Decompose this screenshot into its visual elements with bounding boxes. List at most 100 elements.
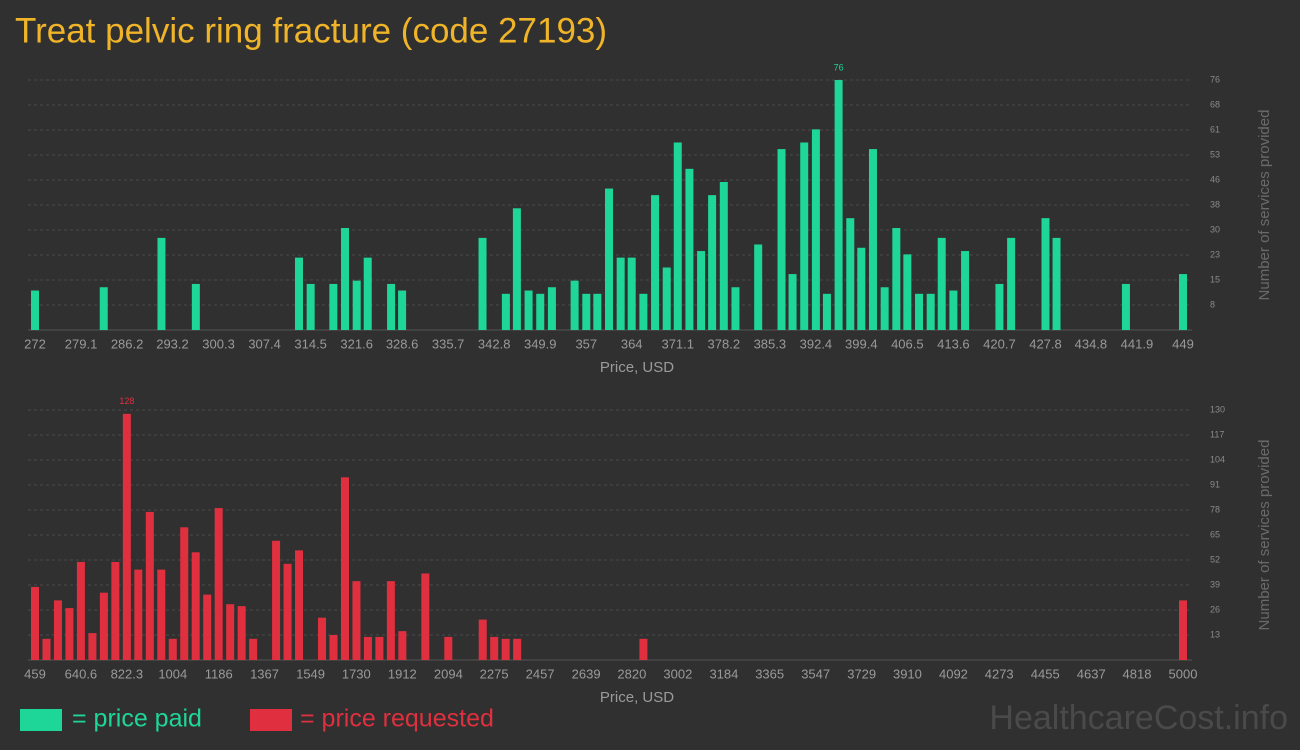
- bar: [1041, 218, 1050, 330]
- x-tick-label: 349.9: [524, 336, 557, 351]
- bar: [329, 635, 338, 660]
- bar: [191, 283, 200, 330]
- bar: [478, 237, 487, 330]
- bar: [903, 254, 912, 330]
- bar: [99, 287, 108, 330]
- y-tick-label: 30: [1210, 224, 1220, 234]
- y-axis-label: Number of services provided: [1256, 110, 1273, 301]
- bar: [387, 283, 396, 330]
- legend-swatch: [250, 709, 292, 731]
- x-tick-label: 328.6: [386, 336, 419, 351]
- bar: [214, 508, 223, 660]
- bar: [892, 228, 901, 330]
- bar: [662, 267, 671, 330]
- x-tick-label: 1186: [205, 666, 233, 681]
- x-tick-label: 3910: [893, 666, 922, 681]
- x-tick-label: 4818: [1123, 666, 1152, 681]
- y-tick-label: 13: [1210, 629, 1220, 639]
- bar: [961, 251, 970, 330]
- bar: [329, 283, 338, 330]
- bar: [294, 257, 303, 330]
- x-tick-label: 4455: [1031, 666, 1060, 681]
- bar: [685, 168, 694, 330]
- bar: [1052, 237, 1061, 330]
- bar: [800, 142, 809, 330]
- x-tick-label: 427.8: [1029, 336, 1062, 351]
- bar: [501, 293, 510, 330]
- x-tick-label: 335.7: [432, 336, 465, 351]
- y-tick-label: 117: [1210, 429, 1224, 439]
- bar: [673, 142, 682, 330]
- bar: [180, 527, 189, 660]
- bar: [524, 290, 533, 330]
- x-tick-label: 2275: [480, 666, 509, 681]
- bar: [249, 638, 258, 660]
- bar: [490, 636, 499, 660]
- bar: [949, 290, 958, 330]
- bar: [834, 80, 843, 330]
- bar: [375, 636, 384, 660]
- x-tick-label: 342.8: [478, 336, 511, 351]
- x-tick-label: 3184: [709, 666, 738, 681]
- y-tick-label: 46: [1210, 174, 1220, 184]
- x-tick-label: 434.8: [1075, 336, 1108, 351]
- bar: [318, 617, 327, 660]
- y-tick-label: 76: [1210, 74, 1220, 84]
- bar: [145, 511, 154, 660]
- bar: [398, 290, 407, 330]
- x-tick-label: 378.2: [708, 336, 741, 351]
- x-tick-label: 2094: [434, 666, 463, 681]
- y-tick-label: 104: [1210, 454, 1225, 464]
- bar: [501, 638, 510, 660]
- bar: [937, 237, 946, 330]
- bar: [513, 638, 522, 660]
- y-tick-label: 53: [1210, 149, 1220, 159]
- y-tick-label: 68: [1210, 99, 1220, 109]
- y-tick-label: 38: [1210, 199, 1220, 209]
- bar: [880, 287, 889, 330]
- bar: [995, 283, 1004, 330]
- bar: [363, 636, 372, 660]
- bar: [122, 413, 131, 660]
- x-tick-label: 364: [621, 336, 643, 351]
- x-tick-label: 4273: [985, 666, 1014, 681]
- x-tick-label: 1367: [250, 666, 279, 681]
- bar: [203, 594, 212, 660]
- bar: [811, 129, 820, 330]
- bar: [134, 569, 143, 660]
- bar: [651, 195, 660, 330]
- page-title: Treat pelvic ring fracture (code 27193): [15, 11, 607, 50]
- bar: [42, 638, 51, 660]
- bar: [639, 293, 648, 330]
- bar: [570, 280, 579, 330]
- x-tick-label: 5000: [1169, 666, 1198, 681]
- bar: [822, 293, 831, 330]
- bar: [306, 283, 315, 330]
- bar: [398, 631, 407, 660]
- bar: [226, 604, 235, 660]
- bar: [536, 293, 545, 330]
- x-tick-label: 392.4: [800, 336, 833, 351]
- x-tick-label: 371.1: [661, 336, 694, 351]
- x-axis-label: Price, USD: [600, 359, 674, 376]
- x-axis-label: Price, USD: [600, 689, 674, 706]
- x-tick-label: 272: [24, 336, 46, 351]
- bar: [616, 257, 625, 330]
- y-tick-label: 78: [1210, 504, 1220, 514]
- x-tick-label: 293.2: [156, 336, 189, 351]
- x-tick-label: 279.1: [65, 336, 98, 351]
- legend-entry: = price requested: [300, 705, 494, 733]
- x-tick-label: 413.6: [937, 336, 970, 351]
- x-tick-label: 399.4: [845, 336, 878, 351]
- bar: [547, 287, 556, 330]
- bar: [1007, 237, 1016, 330]
- bar: [582, 293, 591, 330]
- bar: [352, 280, 361, 330]
- bar: [283, 563, 292, 660]
- bar: [157, 569, 166, 660]
- y-tick-label: 65: [1210, 529, 1220, 539]
- bar: [65, 608, 74, 660]
- bar: [719, 181, 728, 330]
- bar: [386, 581, 395, 660]
